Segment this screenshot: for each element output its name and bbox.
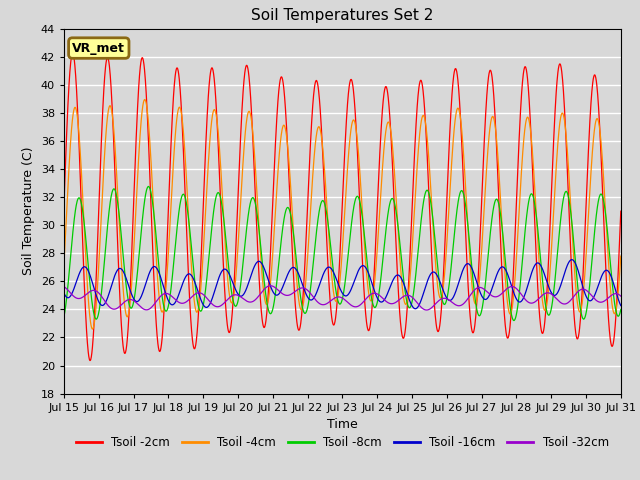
Text: VR_met: VR_met [72, 42, 125, 55]
Tsoil -32cm [602, 298, 609, 303]
Tsoil -32cm [601, 298, 609, 303]
Tsoil -8cm [316, 203, 324, 209]
Tsoil -4cm [499, 240, 507, 245]
Tsoil -4cm [317, 128, 324, 134]
Tsoil -32cm [266, 283, 274, 288]
Tsoil -2cm [60, 201, 68, 206]
Tsoil -2cm [317, 111, 324, 117]
Tsoil -16cm [316, 280, 324, 286]
Tsoil -8cm [617, 307, 625, 312]
Tsoil -4cm [601, 198, 609, 204]
Tsoil -16cm [617, 303, 625, 309]
Tsoil -2cm [601, 245, 609, 251]
Tsoil -4cm [141, 96, 148, 102]
Tsoil -2cm [602, 252, 609, 258]
Tsoil -32cm [60, 284, 68, 289]
Y-axis label: Soil Temperature (C): Soil Temperature (C) [22, 147, 35, 276]
Tsoil -16cm [331, 272, 339, 278]
Tsoil -4cm [332, 298, 339, 303]
Tsoil -8cm [88, 302, 96, 308]
Tsoil -32cm [423, 307, 431, 313]
Tsoil -2cm [89, 337, 97, 343]
Tsoil -8cm [60, 313, 68, 319]
Tsoil -16cm [568, 257, 575, 263]
Tsoil -2cm [68, 50, 76, 56]
Line: Tsoil -32cm: Tsoil -32cm [64, 286, 621, 310]
Tsoil -16cm [601, 268, 609, 274]
Tsoil -8cm [499, 230, 506, 236]
Legend: Tsoil -2cm, Tsoil -4cm, Tsoil -8cm, Tsoil -16cm, Tsoil -32cm: Tsoil -2cm, Tsoil -4cm, Tsoil -8cm, Tsoi… [71, 431, 614, 454]
Tsoil -32cm [499, 289, 507, 295]
Tsoil -8cm [601, 206, 609, 212]
Tsoil -4cm [88, 326, 96, 332]
Tsoil -32cm [316, 301, 324, 307]
Tsoil -32cm [88, 288, 96, 293]
Tsoil -16cm [499, 264, 506, 270]
Tsoil -2cm [617, 208, 625, 214]
Tsoil -16cm [60, 290, 68, 296]
Tsoil -16cm [412, 306, 419, 312]
Line: Tsoil -2cm: Tsoil -2cm [64, 53, 621, 360]
Tsoil -4cm [602, 203, 609, 209]
Tsoil -16cm [602, 268, 609, 274]
Tsoil -8cm [602, 208, 609, 214]
Tsoil -8cm [510, 318, 518, 324]
Title: Soil Temperatures Set 2: Soil Temperatures Set 2 [252, 9, 433, 24]
Line: Tsoil -16cm: Tsoil -16cm [64, 260, 621, 309]
Tsoil -2cm [499, 289, 507, 295]
Tsoil -4cm [617, 253, 625, 259]
Tsoil -32cm [331, 295, 339, 301]
Tsoil -32cm [617, 293, 625, 299]
Tsoil -4cm [89, 326, 97, 332]
Tsoil -4cm [60, 260, 68, 266]
Tsoil -2cm [86, 358, 94, 363]
X-axis label: Time: Time [327, 418, 358, 431]
Tsoil -8cm [145, 183, 152, 189]
Line: Tsoil -4cm: Tsoil -4cm [64, 99, 621, 329]
Tsoil -16cm [88, 280, 96, 286]
Line: Tsoil -8cm: Tsoil -8cm [64, 186, 621, 321]
Tsoil -8cm [331, 282, 339, 288]
Tsoil -2cm [332, 317, 339, 323]
